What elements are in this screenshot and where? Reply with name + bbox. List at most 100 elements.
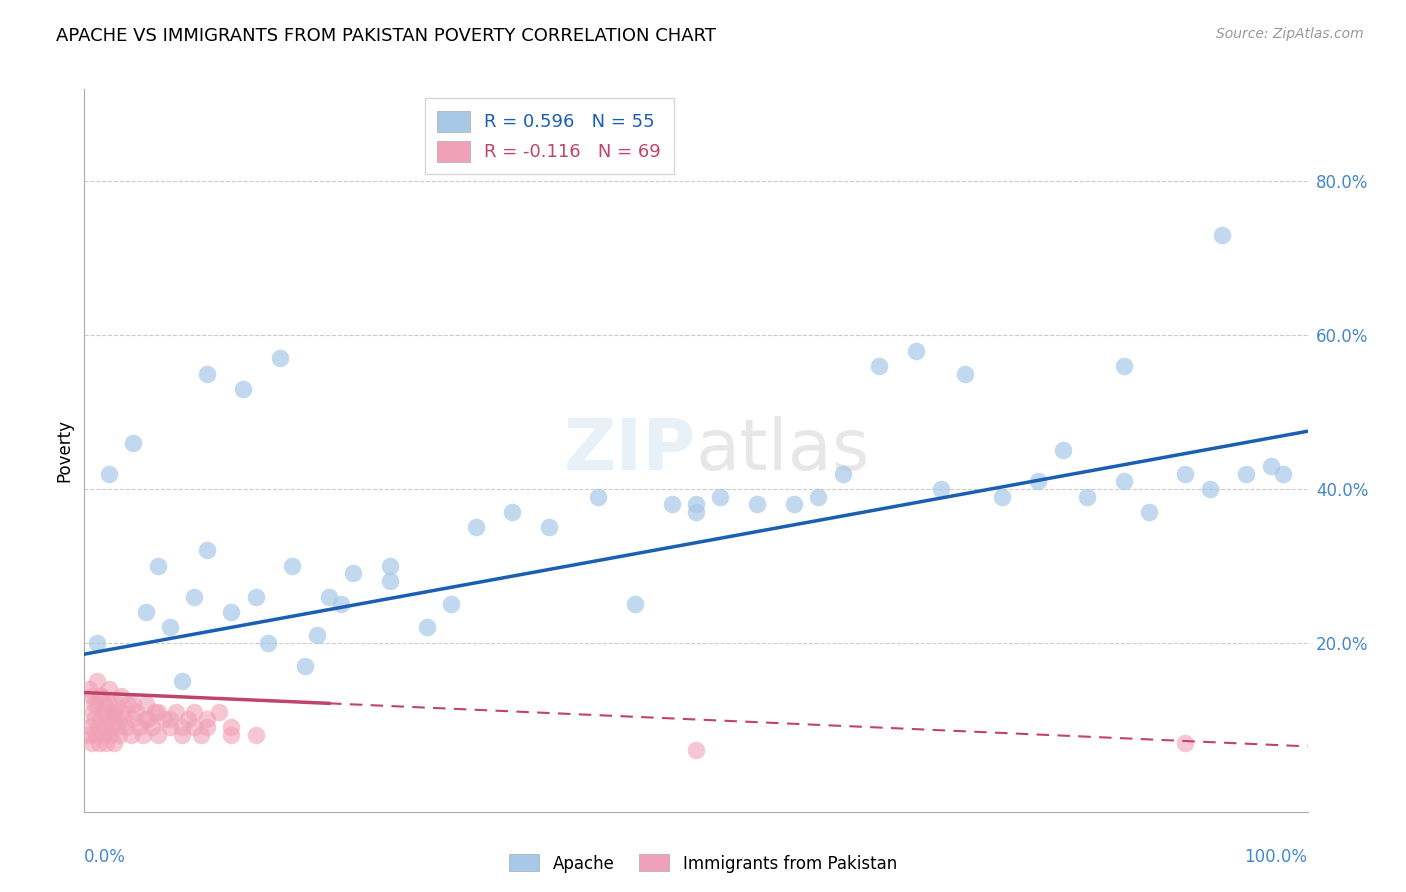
Point (159, 720, 181, 734)
Point (125, 705, 148, 719)
Point (97, 713, 120, 727)
Point (318, 590, 340, 604)
Point (1260, 458, 1282, 473)
Point (101, 705, 124, 719)
Point (747, 497, 769, 511)
Y-axis label: Poverty: Poverty (55, 419, 73, 482)
Point (232, 382, 254, 396)
Point (96, 735, 118, 749)
Point (86, 674, 108, 689)
Point (77, 728, 100, 742)
Point (1174, 467, 1197, 481)
Point (281, 558, 304, 573)
Point (135, 605, 157, 619)
Point (869, 359, 891, 373)
Point (953, 367, 976, 381)
Point (538, 520, 561, 534)
Point (624, 597, 647, 611)
Point (93, 705, 115, 719)
Point (105, 697, 128, 711)
Point (117, 697, 139, 711)
Point (195, 543, 218, 558)
Point (195, 367, 218, 381)
Point (110, 705, 132, 719)
Point (79, 720, 101, 734)
Point (132, 728, 155, 742)
Point (831, 467, 853, 481)
Point (83, 697, 105, 711)
Point (112, 713, 135, 727)
Point (1211, 228, 1233, 243)
Point (120, 728, 142, 742)
Point (440, 597, 463, 611)
Point (1028, 474, 1050, 488)
Point (685, 505, 707, 519)
Point (172, 720, 194, 734)
Point (94, 720, 117, 734)
Point (128, 720, 150, 734)
Point (87, 735, 110, 749)
Point (90, 690, 112, 704)
Point (103, 735, 125, 749)
Point (172, 728, 194, 742)
Point (77, 681, 100, 696)
Point (195, 713, 218, 727)
Point (104, 705, 127, 719)
Point (104, 713, 127, 727)
Point (153, 713, 176, 727)
Point (122, 697, 145, 711)
Text: 0.0%: 0.0% (84, 847, 127, 866)
Point (122, 713, 145, 727)
Point (991, 490, 1014, 504)
Point (1198, 482, 1220, 496)
Point (83, 713, 105, 727)
Point (86, 697, 108, 711)
Point (177, 713, 200, 727)
Point (257, 635, 280, 649)
Text: atlas: atlas (696, 416, 870, 485)
Point (183, 705, 205, 719)
Point (183, 720, 205, 734)
Point (146, 705, 169, 719)
Text: Source: ZipAtlas.com: Source: ZipAtlas.com (1216, 27, 1364, 41)
Point (135, 697, 157, 711)
Point (89, 690, 111, 704)
Point (208, 705, 231, 719)
Point (159, 620, 181, 634)
Point (165, 705, 187, 719)
Point (1076, 490, 1098, 504)
Point (84, 728, 107, 742)
Point (135, 713, 157, 727)
Point (330, 597, 353, 611)
Point (115, 720, 138, 734)
Point (172, 674, 194, 689)
Point (1114, 474, 1136, 488)
Point (219, 728, 242, 742)
Point (685, 743, 707, 757)
Point (1236, 467, 1258, 481)
Point (80, 735, 103, 749)
Point (416, 620, 439, 634)
Point (269, 351, 291, 366)
Point (136, 713, 159, 727)
Point (86, 635, 108, 649)
Point (219, 720, 242, 734)
Point (245, 590, 267, 604)
Text: APACHE VS IMMIGRANTS FROM PAKISTAN POVERTY CORRELATION CHART: APACHE VS IMMIGRANTS FROM PAKISTAN POVER… (56, 27, 716, 45)
Point (93, 697, 115, 711)
Point (143, 705, 166, 719)
Point (195, 720, 218, 734)
Point (586, 490, 609, 504)
Point (342, 566, 364, 581)
Point (97, 681, 120, 696)
Point (1114, 359, 1136, 373)
Point (87, 720, 110, 734)
Text: ZIP: ZIP (564, 416, 696, 485)
Point (100, 720, 122, 734)
Point (159, 713, 181, 727)
Point (380, 574, 402, 588)
Text: 100.0%: 100.0% (1244, 847, 1308, 866)
Point (190, 728, 212, 742)
Point (219, 605, 242, 619)
Point (105, 720, 128, 734)
